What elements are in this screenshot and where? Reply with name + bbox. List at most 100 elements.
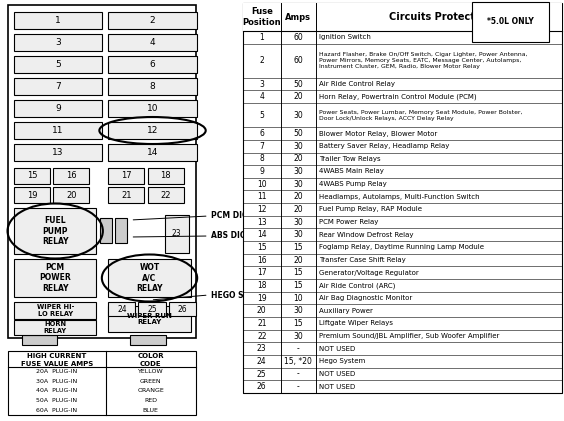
Text: 18: 18 (257, 281, 267, 290)
Text: 4WABS Main Relay: 4WABS Main Relay (319, 168, 384, 174)
FancyBboxPatch shape (108, 78, 197, 95)
Text: 21: 21 (257, 319, 267, 328)
Text: 60: 60 (293, 33, 303, 42)
Text: Transfer Case Shift Relay: Transfer Case Shift Relay (319, 257, 406, 263)
FancyBboxPatch shape (14, 259, 96, 297)
Text: NOT USED: NOT USED (319, 384, 355, 390)
Text: 11: 11 (257, 192, 267, 201)
FancyBboxPatch shape (116, 218, 127, 243)
Text: Foglamp Relay, Daytime Running Lamp Module: Foglamp Relay, Daytime Running Lamp Modu… (319, 245, 483, 250)
Text: 10: 10 (293, 293, 303, 303)
Text: 20: 20 (293, 192, 303, 201)
Text: 11: 11 (52, 126, 64, 135)
Text: HIGH CURRENT
FUSE VALUE AMPS: HIGH CURRENT FUSE VALUE AMPS (21, 354, 93, 367)
FancyBboxPatch shape (243, 3, 562, 393)
Text: 15: 15 (293, 281, 303, 290)
Text: 1: 1 (259, 33, 264, 42)
Text: 30: 30 (293, 332, 303, 341)
Text: 8: 8 (149, 82, 156, 91)
FancyBboxPatch shape (14, 302, 96, 319)
Text: 6: 6 (149, 60, 156, 69)
Text: 2: 2 (149, 16, 155, 25)
Text: 12: 12 (147, 126, 158, 135)
Text: FUEL
PUMP
RELAY: FUEL PUMP RELAY (42, 216, 68, 246)
Text: PCM DIODE: PCM DIODE (211, 211, 260, 221)
Text: Headlamps, Autolamps, Multi-Function Switch: Headlamps, Autolamps, Multi-Function Swi… (319, 194, 479, 200)
FancyBboxPatch shape (108, 306, 191, 332)
Text: 13: 13 (257, 218, 267, 226)
Text: 3: 3 (55, 38, 61, 47)
Text: 25: 25 (257, 370, 267, 378)
Text: Blower Motor Relay, Blower Motor: Blower Motor Relay, Blower Motor (319, 131, 437, 136)
Text: 9: 9 (259, 167, 264, 176)
Text: NOT USED: NOT USED (319, 346, 355, 352)
Text: Hego System: Hego System (319, 358, 365, 364)
Text: 7: 7 (55, 82, 61, 91)
FancyBboxPatch shape (53, 168, 89, 184)
FancyBboxPatch shape (8, 5, 196, 338)
FancyBboxPatch shape (108, 122, 197, 139)
Text: 24: 24 (257, 357, 267, 366)
FancyBboxPatch shape (108, 168, 144, 184)
Text: Circuits Protected: Circuits Protected (389, 12, 488, 22)
Text: 25: 25 (147, 304, 157, 314)
Text: Fuel Pump Relay, RAP Module: Fuel Pump Relay, RAP Module (319, 206, 422, 213)
Text: 50: 50 (293, 129, 303, 138)
Text: 30: 30 (293, 230, 303, 239)
Text: 40A  PLUG-IN: 40A PLUG-IN (36, 389, 77, 394)
Text: WIPER RUN
RELAY: WIPER RUN RELAY (127, 312, 172, 325)
Text: HEGO SYSTEM: HEGO SYSTEM (211, 290, 272, 299)
Text: Amps: Amps (285, 13, 311, 21)
Text: -: - (297, 382, 299, 391)
Text: 60A  PLUG-IN: 60A PLUG-IN (36, 408, 77, 413)
Text: RED: RED (144, 398, 157, 403)
Text: 2: 2 (259, 56, 264, 65)
Text: 15, *20: 15, *20 (284, 357, 312, 366)
FancyBboxPatch shape (148, 187, 184, 203)
FancyBboxPatch shape (108, 302, 135, 316)
Text: ORANGE: ORANGE (137, 389, 164, 394)
Text: 24: 24 (117, 304, 127, 314)
Text: Trailer Tow Relays: Trailer Tow Relays (319, 156, 380, 162)
FancyBboxPatch shape (14, 78, 102, 95)
Text: 20A  PLUG-IN: 20A PLUG-IN (36, 369, 77, 374)
FancyBboxPatch shape (169, 302, 196, 316)
Text: Horn Relay, Powertrain Control Module (PCM): Horn Relay, Powertrain Control Module (P… (319, 93, 476, 100)
Text: 19: 19 (27, 190, 37, 200)
Text: 22: 22 (160, 190, 171, 200)
FancyBboxPatch shape (108, 100, 197, 117)
FancyBboxPatch shape (108, 34, 197, 51)
Text: BLUE: BLUE (143, 408, 158, 413)
Text: 20: 20 (257, 306, 267, 315)
Text: 3: 3 (259, 80, 264, 89)
FancyBboxPatch shape (53, 187, 89, 203)
FancyBboxPatch shape (165, 215, 188, 253)
Text: 10: 10 (257, 180, 267, 189)
Text: 12: 12 (257, 205, 267, 214)
Text: 9: 9 (55, 104, 61, 113)
Text: 23: 23 (172, 229, 182, 239)
FancyBboxPatch shape (8, 351, 196, 415)
Text: 30A  PLUG-IN: 30A PLUG-IN (36, 379, 77, 384)
Text: Generator/Voltage Regulator: Generator/Voltage Regulator (319, 270, 418, 276)
FancyBboxPatch shape (108, 144, 197, 161)
FancyBboxPatch shape (14, 187, 50, 203)
FancyBboxPatch shape (14, 208, 96, 254)
Text: Battery Saver Relay, Headlamp Relay: Battery Saver Relay, Headlamp Relay (319, 143, 449, 149)
Text: 5: 5 (259, 111, 264, 120)
FancyBboxPatch shape (14, 168, 50, 184)
FancyBboxPatch shape (14, 100, 102, 117)
Text: 30: 30 (293, 306, 303, 315)
Text: Liftgate Wiper Relays: Liftgate Wiper Relays (319, 320, 393, 326)
Text: 30: 30 (293, 180, 303, 189)
Text: 15: 15 (293, 268, 303, 277)
Text: 30: 30 (293, 142, 303, 151)
Text: 50: 50 (293, 80, 303, 89)
Text: -: - (297, 344, 299, 353)
FancyBboxPatch shape (22, 335, 57, 345)
Text: Air Ride Control (ARC): Air Ride Control (ARC) (319, 282, 395, 289)
Text: 50A  PLUG-IN: 50A PLUG-IN (36, 398, 77, 403)
Text: 14: 14 (147, 148, 158, 157)
Text: Auxiliary Power: Auxiliary Power (319, 308, 372, 314)
Text: 60: 60 (293, 56, 303, 65)
